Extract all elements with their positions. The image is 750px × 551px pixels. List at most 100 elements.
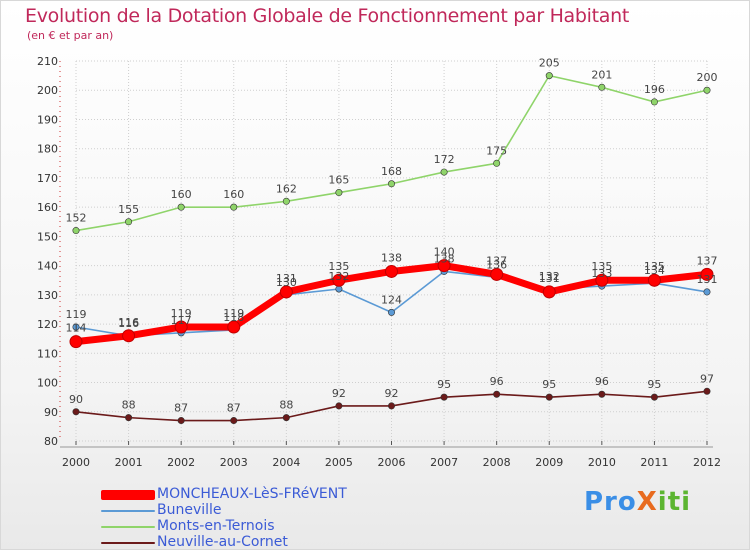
data-point-neuville-au-cornet <box>72 408 80 416</box>
data-label-neuville-au-cornet: 87 <box>227 402 241 415</box>
data-label-neuville-au-cornet: 92 <box>385 387 399 400</box>
legend-label-moncheaux: MONCHEAUX-LèS-FRéVENT <box>157 486 347 502</box>
data-point-monts-en-ternois <box>598 83 606 91</box>
data-label-monts-en-ternois: 160 <box>171 188 192 201</box>
data-point-monts-en-ternois <box>703 86 711 94</box>
data-label-monts-en-ternois: 205 <box>539 57 560 70</box>
legend-swatch-buneville <box>101 510 155 512</box>
data-point-moncheaux-l-s-fr-vent <box>490 267 504 281</box>
data-point-neuville-au-cornet <box>387 402 395 410</box>
data-label-moncheaux-l-s-fr-vent: 140 <box>434 246 455 259</box>
y-tick-label: 90 <box>44 406 58 419</box>
data-label-buneville: 116 <box>118 317 139 330</box>
x-tick-label: 2002 <box>167 456 195 469</box>
data-label-neuville-au-cornet: 90 <box>69 393 83 406</box>
data-label-monts-en-ternois: 172 <box>434 153 455 166</box>
data-label-moncheaux-l-s-fr-vent: 131 <box>539 272 560 285</box>
data-point-neuville-au-cornet <box>493 390 501 398</box>
y-tick-label: 210 <box>37 55 58 68</box>
data-point-moncheaux-l-s-fr-vent <box>69 335 83 349</box>
data-point-moncheaux-l-s-fr-vent <box>279 285 293 299</box>
data-point-monts-en-ternois <box>335 189 343 197</box>
x-tick-label: 2003 <box>220 456 248 469</box>
legend-label-monts-en-ternois: Monts-en-Ternois <box>157 518 275 534</box>
data-point-moncheaux-l-s-fr-vent <box>700 267 714 281</box>
y-tick-label: 190 <box>37 113 58 126</box>
data-label-neuville-au-cornet: 95 <box>647 378 661 391</box>
data-point-monts-en-ternois <box>440 168 448 176</box>
data-label-buneville: 118 <box>223 311 244 324</box>
data-point-monts-en-ternois <box>72 227 80 235</box>
data-point-moncheaux-l-s-fr-vent <box>385 264 398 278</box>
value-labels: 90 88 87 87 88 92 92 95 96 95 96 95 97 152 155 160 160 16… <box>66 57 718 415</box>
y-tick-label: 80 <box>44 435 58 448</box>
data-label-monts-en-ternois: 160 <box>223 188 244 201</box>
data-point-neuville-au-cornet <box>703 387 711 395</box>
grid <box>75 60 708 442</box>
x-tick-label: 2004 <box>272 456 300 469</box>
data-label-monts-en-ternois: 155 <box>118 203 139 216</box>
data-label-monts-en-ternois: 201 <box>591 68 612 81</box>
data-point-monts-en-ternois <box>282 197 290 205</box>
x-tick-label: 2008 <box>483 456 511 469</box>
data-label-neuville-au-cornet: 87 <box>174 402 188 415</box>
data-label-buneville: 131 <box>697 273 718 286</box>
y-tick-label: 140 <box>37 260 58 273</box>
data-point-buneville <box>703 288 711 296</box>
data-label-buneville: 117 <box>171 314 192 327</box>
data-label-neuville-au-cornet: 95 <box>437 378 451 391</box>
x-tick-label: 2007 <box>430 456 458 469</box>
data-label-monts-en-ternois: 152 <box>66 212 87 225</box>
data-point-neuville-au-cornet <box>335 402 343 410</box>
data-label-buneville: 132 <box>328 270 349 283</box>
data-point-moncheaux-l-s-fr-vent <box>437 259 451 273</box>
data-label-buneville: 119 <box>66 308 87 321</box>
data-point-moncheaux-l-s-fr-vent <box>227 320 241 334</box>
chart-subtitle: (en € et par an) <box>27 29 114 42</box>
y-tick-label: 110 <box>37 347 58 360</box>
data-point-monts-en-ternois <box>545 72 553 80</box>
legend-swatch-neuville-au-cornet <box>101 542 155 544</box>
x-tick-label: 2006 <box>378 456 406 469</box>
data-point-neuville-au-cornet <box>598 390 606 398</box>
data-label-neuville-au-cornet: 96 <box>595 375 609 388</box>
x-tick-label: 2001 <box>115 456 143 469</box>
data-point-moncheaux-l-s-fr-vent <box>542 285 556 299</box>
data-label-moncheaux-l-s-fr-vent: 137 <box>486 254 507 267</box>
data-label-monts-en-ternois: 175 <box>486 144 507 157</box>
data-label-moncheaux-l-s-fr-vent: 119 <box>223 307 244 320</box>
legend-swatch-monts-en-ternois <box>101 526 155 528</box>
y-tick-label: 120 <box>37 318 58 331</box>
y-tick-label: 150 <box>37 230 58 243</box>
y-tick-label: 160 <box>37 201 58 214</box>
x-tick-label: 2005 <box>325 456 353 469</box>
data-label-monts-en-ternois: 165 <box>328 174 349 187</box>
data-point-monts-en-ternois <box>125 218 133 226</box>
data-point-neuville-au-cornet <box>282 414 290 422</box>
data-label-buneville: 130 <box>276 276 297 289</box>
x-tick-label: 2009 <box>535 456 563 469</box>
data-label-neuville-au-cornet: 92 <box>332 387 346 400</box>
data-point-neuville-au-cornet <box>177 417 185 425</box>
data-point-neuville-au-cornet <box>650 393 658 401</box>
x-tick-label: 2012 <box>693 456 721 469</box>
data-point-neuville-au-cornet <box>230 417 238 425</box>
data-point-moncheaux-l-s-fr-vent <box>595 273 609 287</box>
data-label-buneville: 133 <box>591 267 612 280</box>
data-label-moncheaux-l-s-fr-vent: 119 <box>171 307 192 320</box>
proxiti-logo: ProXiti <box>584 487 692 517</box>
data-label-moncheaux-l-s-fr-vent: 137 <box>697 254 718 267</box>
y-tick-label: 170 <box>37 172 58 185</box>
data-point-monts-en-ternois <box>230 203 238 211</box>
data-label-monts-en-ternois: 162 <box>276 182 297 195</box>
data-label-buneville: 134 <box>644 264 665 277</box>
data-point-buneville <box>335 285 343 293</box>
y-tick-label: 200 <box>37 84 58 97</box>
data-point-neuville-au-cornet <box>440 393 448 401</box>
data-point-moncheaux-l-s-fr-vent <box>122 329 136 343</box>
data-point-moncheaux-l-s-fr-vent <box>332 273 346 287</box>
legend-swatch-moncheaux <box>101 490 155 500</box>
data-label-moncheaux-l-s-fr-vent: 138 <box>381 251 402 264</box>
data-label-neuville-au-cornet: 97 <box>700 372 714 385</box>
